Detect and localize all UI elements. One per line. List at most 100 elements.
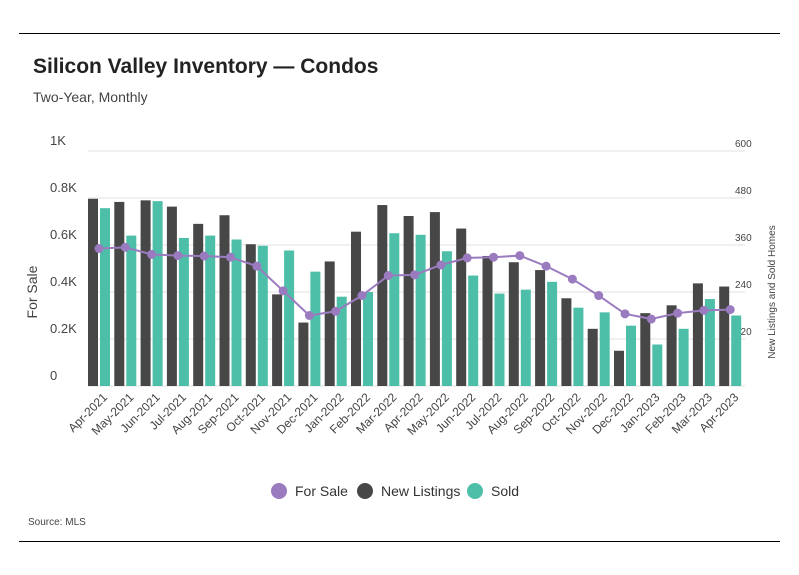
bar-sold-apr-2021 — [100, 208, 110, 386]
legend-marker-sold — [467, 483, 483, 499]
bar-new-listings-feb-2023 — [666, 305, 677, 386]
bar-new-listings-aug-2021 — [193, 223, 204, 386]
bar-sold-aug-2022 — [520, 289, 531, 386]
bar-sold-jun-2021 — [152, 201, 163, 386]
point-for-sale-apr-2023 — [725, 305, 735, 315]
bar-sold-may-2022 — [441, 251, 452, 386]
bar-new-listings-mar-2022 — [377, 205, 388, 386]
point-for-sale-may-2022 — [436, 260, 446, 270]
bar-new-listings-apr-2023 — [719, 286, 730, 386]
left-tick-label: 1K — [50, 133, 66, 148]
bar-new-listings-apr-2021 — [88, 198, 98, 386]
bar-new-listings-mar-2023 — [692, 283, 703, 386]
point-for-sale-nov-2021 — [278, 286, 288, 296]
point-for-sale-mar-2023 — [699, 305, 709, 315]
bar-sold-mar-2022 — [389, 233, 400, 386]
legend-label-sold: Sold — [491, 483, 519, 499]
point-for-sale-sep-2021 — [226, 252, 235, 262]
point-for-sale-jul-2022 — [489, 252, 498, 262]
bar-sold-sep-2022 — [547, 281, 558, 386]
right-tick-label: 600 — [735, 139, 752, 150]
bar-new-listings-oct-2022 — [561, 298, 572, 386]
bar-new-listings-aug-2022 — [508, 262, 519, 386]
left-tick-label: 0 — [50, 368, 57, 383]
bottom-rule — [19, 541, 780, 542]
bar-sold-jul-2021 — [178, 237, 189, 386]
bar-new-listings-oct-2021 — [245, 244, 256, 386]
bar-new-listings-jan-2023 — [640, 313, 651, 386]
x-axis-labels: Apr-2021May-2021Jun-2021Jul-2021Aug-2021… — [65, 390, 741, 438]
point-for-sale-aug-2022 — [515, 251, 525, 261]
bar-sold-sep-2021 — [231, 239, 242, 386]
bar-sold-may-2021 — [126, 235, 137, 386]
bar-sold-apr-2022 — [415, 234, 426, 386]
point-for-sale-jan-2022 — [331, 306, 341, 316]
bar-sold-nov-2021 — [284, 250, 295, 386]
bar-new-listings-feb-2022 — [351, 231, 361, 386]
bar-new-listings-jul-2022 — [482, 255, 493, 386]
chart-title: Silicon Valley Inventory — Condos — [33, 55, 379, 78]
bar-sold-oct-2021 — [257, 245, 268, 386]
bar-sold-apr-2023 — [731, 315, 742, 386]
bar-sold-jun-2022 — [468, 275, 479, 386]
bar-new-listings-nov-2022 — [587, 328, 598, 386]
source-note: Source: MLS — [28, 517, 86, 528]
bar-sold-jan-2022 — [336, 296, 347, 386]
bar-sold-aug-2021 — [205, 235, 216, 386]
right-axis-title: New Listings and Sold Homes — [767, 225, 778, 358]
point-for-sale-apr-2021 — [94, 244, 104, 254]
bar-new-listings-may-2022 — [429, 212, 440, 386]
point-for-sale-nov-2022 — [594, 291, 604, 301]
for-sale-line — [94, 242, 735, 324]
left-tick-label: 0.8K — [50, 180, 77, 195]
bar-new-listings-apr-2022 — [403, 216, 414, 386]
legend-label-for-sale: For Sale — [295, 483, 348, 499]
point-for-sale-jun-2021 — [147, 249, 157, 259]
bar-sold-nov-2022 — [599, 312, 610, 386]
left-tick-label: 0.6K — [50, 227, 77, 242]
legend-marker-new-listings — [357, 483, 373, 499]
bars — [88, 198, 742, 386]
point-for-sale-oct-2021 — [252, 261, 262, 271]
point-for-sale-aug-2021 — [199, 251, 209, 261]
bar-sold-jan-2023 — [652, 344, 663, 386]
legend-marker-for-sale — [271, 483, 287, 499]
point-for-sale-oct-2022 — [567, 274, 577, 284]
legend-label-new-listings: New Listings — [381, 483, 460, 499]
left-tick-label: 0.2K — [50, 321, 77, 336]
left-axis-title: For Sale — [24, 265, 40, 318]
bar-new-listings-nov-2021 — [272, 294, 283, 386]
point-for-sale-jul-2021 — [173, 251, 183, 261]
left-tick-label: 0.4K — [50, 274, 77, 289]
right-tick-label: 360 — [735, 233, 752, 244]
bar-new-listings-sep-2021 — [219, 215, 230, 386]
bar-new-listings-jan-2022 — [324, 261, 335, 386]
point-for-sale-sep-2022 — [541, 261, 551, 271]
bar-new-listings-jun-2022 — [456, 228, 467, 386]
bar-new-listings-dec-2021 — [298, 322, 309, 386]
legend: For Sale New Listings Sold — [271, 483, 519, 499]
point-for-sale-dec-2022 — [620, 309, 630, 319]
point-for-sale-jan-2023 — [646, 314, 656, 324]
bar-sold-feb-2022 — [363, 292, 373, 386]
left-axis-ticks: 0 0.2K 0.4K 0.6K 0.8K 1K — [50, 133, 77, 383]
bar-sold-oct-2022 — [573, 307, 584, 386]
point-for-sale-mar-2022 — [383, 271, 393, 281]
top-rule — [19, 33, 780, 34]
bar-sold-feb-2023 — [678, 328, 689, 386]
bar-sold-dec-2022 — [626, 325, 636, 386]
right-tick-label: 480 — [735, 186, 752, 197]
bar-new-listings-sep-2022 — [535, 270, 546, 386]
point-for-sale-dec-2021 — [304, 311, 314, 320]
chart-subtitle: Two-Year, Monthly — [33, 89, 148, 105]
bar-new-listings-jul-2021 — [166, 206, 177, 386]
point-for-sale-feb-2022 — [357, 291, 367, 301]
bar-sold-dec-2021 — [310, 271, 321, 386]
bar-sold-jul-2022 — [494, 293, 505, 386]
point-for-sale-jun-2022 — [462, 253, 472, 263]
bar-new-listings-may-2021 — [114, 201, 125, 386]
point-for-sale-apr-2022 — [410, 270, 420, 280]
point-for-sale-may-2021 — [120, 242, 130, 252]
bar-sold-mar-2023 — [704, 299, 715, 386]
